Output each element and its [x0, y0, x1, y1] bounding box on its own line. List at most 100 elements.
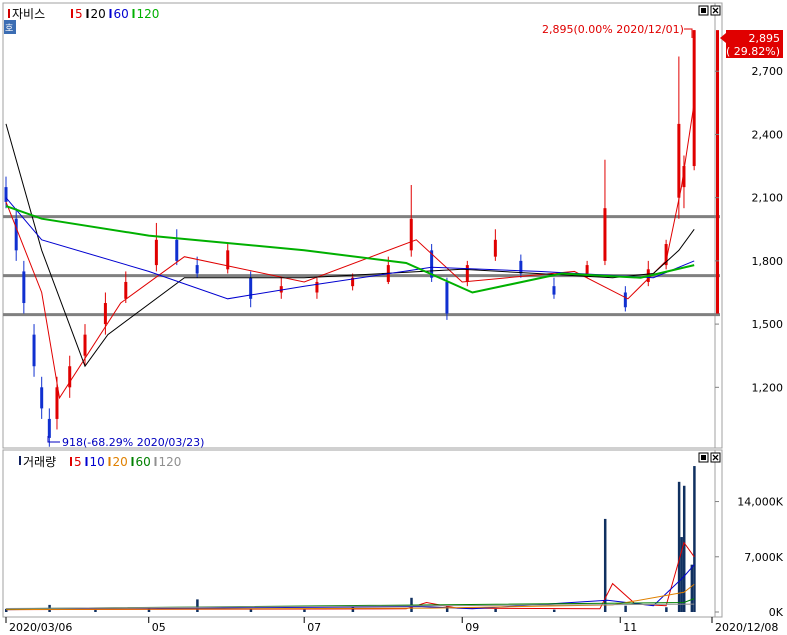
volume-legend-marker: [19, 456, 21, 465]
price-panel[interactable]: [2, 2, 723, 449]
volume-plot: [5, 466, 696, 612]
candle-body: [603, 208, 607, 261]
candle-body: [68, 366, 72, 388]
ma-legend-label-120: 120: [137, 7, 160, 21]
volume-bar: [603, 518, 607, 612]
price-tick-label: 1,200: [752, 381, 784, 394]
price-plot: [3, 30, 720, 447]
volume-bar: [196, 599, 199, 612]
candle-body: [585, 265, 589, 274]
volume-bar: [494, 608, 497, 612]
price-tick-label: 1,800: [752, 255, 784, 268]
volume-bar: [682, 485, 686, 612]
price-ma-legend: 5 20 60 120: [71, 7, 159, 21]
candle-body: [465, 265, 469, 282]
x-tick-label: 07: [307, 621, 321, 634]
axes: 1,200 1,500 1,800 2,100 2,400 2,700 0K 7,000K 14…: [5, 65, 784, 634]
price-window-buttons: [698, 5, 721, 16]
current-price: 2,895: [749, 32, 781, 45]
candle-body: [226, 250, 230, 270]
current-price-pointer: [720, 33, 726, 43]
volume-bar: [677, 481, 681, 612]
current-price-box: [726, 30, 783, 58]
volume-bar: [303, 609, 306, 612]
price-tick-label: 2,700: [752, 65, 784, 78]
ma-legend-label-60: 60: [136, 455, 151, 469]
candle-body: [154, 239, 158, 266]
candle-body: [124, 281, 128, 299]
volume-bar: [680, 537, 683, 612]
legend-name: 자비스: [12, 7, 45, 21]
volume-ma-line-120: [5, 603, 695, 609]
ma-legend-marker-20: [108, 457, 111, 466]
candle-body: [195, 265, 199, 274]
high-annotation: 2,895(0.00% 2020/12/01): [542, 23, 684, 36]
volume-legend-name: 거래량: [23, 455, 56, 469]
candle-body: [249, 277, 253, 299]
ma-line-5: [5, 102, 695, 400]
ma-line-20: [5, 123, 695, 368]
candle-body: [677, 123, 681, 198]
price-tick-label: 2,100: [752, 192, 784, 205]
candle-body: [47, 418, 51, 438]
volume-bar: [624, 605, 627, 612]
x-tick-label: 2020/03/06: [9, 621, 72, 634]
close-icon-cross: [712, 7, 719, 14]
price-tick-label: 2,400: [752, 128, 784, 141]
candle-body: [430, 250, 434, 278]
ma-legend-marker-60: [109, 9, 112, 18]
candle-body: [103, 303, 107, 325]
restore-icon-inner: [701, 455, 706, 460]
legend-marker: [8, 9, 10, 18]
ma-legend-marker-5: [70, 457, 72, 466]
candle-body: [692, 30, 696, 167]
candle-body: [4, 187, 8, 202]
ma-legend-label-120: 120: [159, 455, 182, 469]
candle-body: [493, 239, 497, 257]
volume-bar: [665, 607, 668, 612]
ma-legend-marker-120: [154, 457, 157, 466]
volume-tick-label: 7,000K: [744, 551, 783, 564]
volume-panel[interactable]: [2, 449, 723, 618]
ma-legend-marker-20: [86, 9, 89, 18]
low-annotation-leader: [47, 436, 60, 443]
candle-body: [279, 286, 283, 293]
volume-bar: [693, 466, 696, 612]
candle-body: [83, 334, 87, 356]
ma-legend-label-10: 10: [90, 455, 105, 469]
candle-body: [175, 239, 179, 261]
candle-body: [315, 281, 319, 293]
ma-line-120: [5, 205, 695, 294]
current-change: ( 29.82%): [726, 45, 780, 58]
high-annotation-leader: [684, 28, 693, 38]
volume-bar: [249, 608, 253, 612]
candle-body: [664, 244, 668, 266]
candle-body: [55, 387, 59, 419]
candle-body: [519, 260, 523, 274]
candle-body: [552, 286, 556, 295]
badge-text: 호: [5, 23, 13, 34]
price-legend: 자비스 5 20 60 120: [8, 7, 159, 21]
restore-icon-inner: [701, 8, 706, 13]
volume-bar: [5, 608, 8, 612]
candle-body: [623, 292, 627, 308]
volume-ma-legend: 5 10 20 60 120: [70, 455, 181, 469]
ma-legend-marker-5: [71, 9, 73, 18]
info-icon[interactable]: 호: [4, 20, 16, 34]
close-icon-cross: [712, 454, 719, 461]
candle-body: [351, 277, 355, 287]
volume-legend: 거래량 5 10 20 60 120: [19, 455, 181, 469]
candle-body: [40, 387, 44, 409]
candle-body: [14, 218, 18, 251]
volume-window-buttons: [698, 452, 721, 463]
badge-box: [4, 20, 16, 34]
candle-body: [682, 166, 686, 188]
volume-ma-line-10: [5, 564, 695, 611]
x-tick-label: 11: [623, 621, 637, 634]
low-annotation: 918(-68.29% 2020/03/23): [62, 436, 204, 449]
x-tick-label: 09: [465, 621, 479, 634]
volume-bar: [445, 606, 449, 612]
volume-tick-label: 14,000K: [737, 496, 783, 509]
candle-body: [32, 334, 36, 367]
